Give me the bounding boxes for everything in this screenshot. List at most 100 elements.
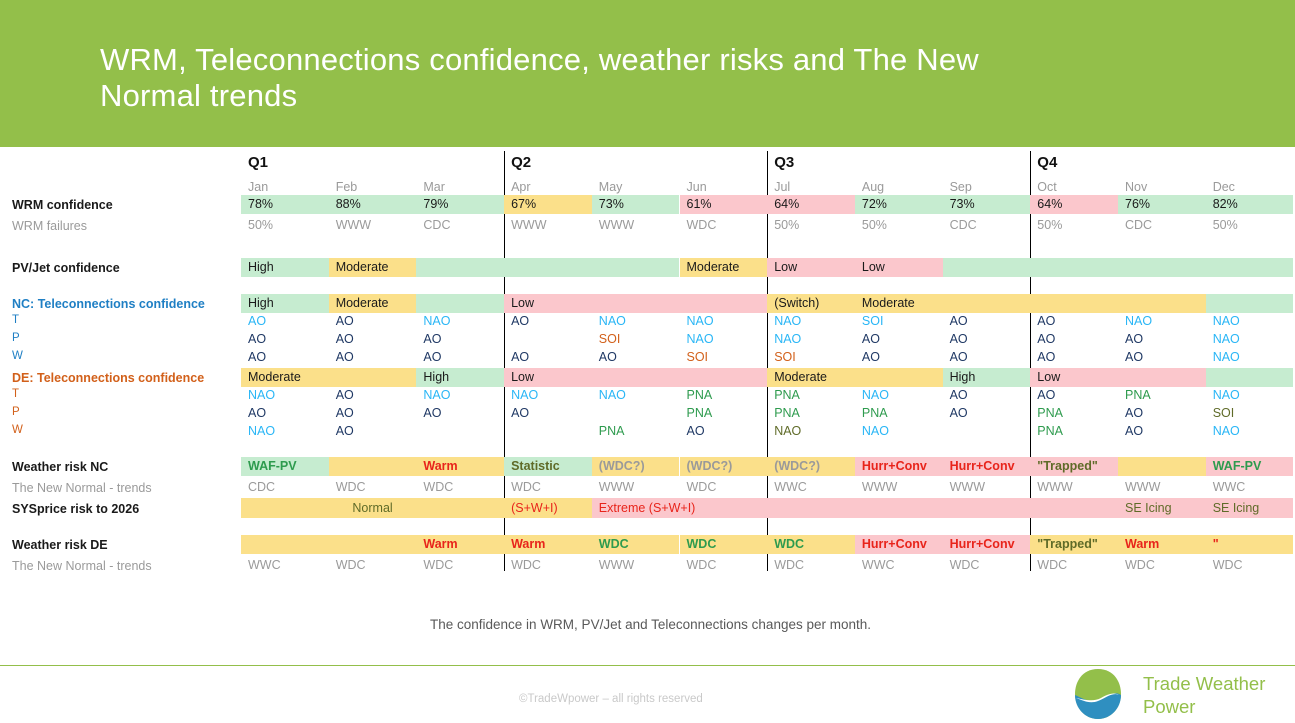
wrm-confidence-cell: 78% xyxy=(248,197,274,211)
de-t-cell: NAO xyxy=(248,388,276,402)
wrm-failures-cell: 50% xyxy=(774,218,800,232)
cell-fill xyxy=(942,195,1031,214)
cell-fill xyxy=(679,535,768,554)
de-t-cell: NAO xyxy=(511,388,539,402)
cell-fill xyxy=(504,258,680,277)
nc-w-cell: AO xyxy=(248,350,267,364)
wrm-confidence-cell: 73% xyxy=(949,197,975,211)
nc-confidence-cell: Low xyxy=(511,296,535,310)
trends-nc-cell: WWW xyxy=(1037,480,1073,494)
de-t-cell: NAO xyxy=(1212,388,1240,402)
trends-nc-cell: WWW xyxy=(1125,480,1161,494)
de-t-cell: PNA xyxy=(1125,388,1151,402)
cell-fill xyxy=(504,457,592,476)
cell-fill xyxy=(942,258,1031,277)
cell-fill xyxy=(591,535,680,554)
month-header-nov: Nov xyxy=(1125,180,1148,194)
nc-confidence-cell: (Switch) xyxy=(774,296,820,310)
nc-t-cell: NAO xyxy=(1125,314,1153,328)
nc-w-cell: AO xyxy=(598,350,617,364)
row-label-nc-w: W xyxy=(12,350,23,362)
nc-w-cell: AO xyxy=(1037,350,1056,364)
copyright-text: ©TradeWpower – all rights reserved xyxy=(519,693,703,705)
trends-nc-cell: WWW xyxy=(861,480,898,494)
wrm-confidence-cell: 79% xyxy=(423,197,449,211)
nc-t-cell: NAO xyxy=(598,314,626,328)
de-w-cell: AO xyxy=(686,424,705,438)
nc-confidence-cell: High xyxy=(248,296,274,310)
nc-p-cell: AO xyxy=(423,332,442,346)
cell-fill xyxy=(1118,457,1206,476)
trends-nc-cell: WDC xyxy=(423,480,454,494)
nc-w-cell: AO xyxy=(335,350,354,364)
cell-fill xyxy=(1205,368,1294,387)
nc-p-cell: SOI xyxy=(598,332,621,346)
cell-fill xyxy=(1205,294,1294,313)
month-header-mar: Mar xyxy=(423,180,445,194)
cell-fill xyxy=(416,457,505,476)
nc-t-cell: AO xyxy=(1037,314,1056,328)
de-t-cell: NAO xyxy=(598,388,626,402)
logo-line-2: Power xyxy=(1143,695,1196,717)
weather-risk-de-cell: WDC xyxy=(598,537,629,551)
row-label-trends-nc: The New Normal - trends xyxy=(12,481,152,495)
wrm-confidence-cell: 64% xyxy=(774,197,800,211)
quarter-header-q4: Q4 xyxy=(1037,154,1058,171)
de-confidence-cell: Moderate xyxy=(774,370,827,384)
de-w-cell: PNA xyxy=(1037,424,1063,438)
wrm-confidence-cell: 73% xyxy=(598,197,624,211)
cell-fill xyxy=(241,195,329,214)
de-confidence-cell: Moderate xyxy=(248,370,301,384)
cell-fill xyxy=(1118,535,1206,554)
nc-t-cell: NAO xyxy=(423,314,451,328)
sysprice-cell: Extreme (S+W+I) xyxy=(598,501,696,515)
cell-fill xyxy=(1030,258,1294,277)
nc-p-cell: NAO xyxy=(686,332,714,346)
de-w-cell: PNA xyxy=(598,424,625,438)
cell-fill xyxy=(504,294,768,313)
nc-w-cell: SOI xyxy=(686,350,709,364)
cell-fill xyxy=(591,195,680,214)
weather-risk-de-cell: " xyxy=(1212,537,1219,551)
cell-fill xyxy=(504,535,592,554)
de-t-cell: AO xyxy=(335,388,354,402)
wrm-confidence-cell: 82% xyxy=(1212,197,1238,211)
pv-jet-cell: High xyxy=(248,260,274,274)
nc-w-cell: NAO xyxy=(1212,350,1240,364)
confidence-matrix: Q1 Q2 Q3 Q4 Jan Feb Mar Apr May Jun Jul Aug Sep Oct No… xyxy=(0,147,1295,597)
cell-fill xyxy=(942,368,1031,387)
quarter-header-q2: Q2 xyxy=(511,154,532,171)
cell-fill xyxy=(416,368,505,387)
nc-p-cell: AO xyxy=(248,332,267,346)
de-p-cell: PNA xyxy=(861,406,888,420)
month-header-jun: Jun xyxy=(686,180,707,194)
row-label-sysprice-risk: SYSprice risk to 2026 xyxy=(12,502,140,516)
trends-de-cell: WDC xyxy=(1125,558,1155,572)
de-confidence-cell: High xyxy=(949,370,976,384)
de-p-cell: AO xyxy=(1125,406,1144,420)
trends-de-cell: WDC xyxy=(511,558,541,572)
logo-wordmark: Trade Weather Power xyxy=(1143,673,1265,718)
de-t-cell: AO xyxy=(1037,388,1056,402)
nc-w-cell: AO xyxy=(423,350,442,364)
cell-fill xyxy=(1030,498,1118,518)
trends-nc-cell: WWW xyxy=(949,480,985,494)
nc-t-cell: AO xyxy=(511,314,530,328)
cell-fill xyxy=(416,195,505,214)
title-banner: WRM, Teleconnections confidence, weather… xyxy=(0,0,1295,147)
de-confidence-cell: High xyxy=(423,370,450,384)
cell-fill xyxy=(328,294,417,313)
cell-fill xyxy=(241,294,329,313)
cell-fill xyxy=(504,195,592,214)
trends-de-cell: WDC xyxy=(774,558,805,572)
month-header-aug: Aug xyxy=(861,180,885,194)
cell-fill xyxy=(679,258,768,277)
quarter-divider-3 xyxy=(767,151,769,571)
de-w-cell: AO xyxy=(335,424,354,438)
trends-de-cell: WDC xyxy=(1212,558,1243,572)
cell-fill xyxy=(241,498,505,518)
quarter-header-q1: Q1 xyxy=(248,154,269,171)
cell-fill xyxy=(1205,457,1294,476)
trends-nc-cell: CDC xyxy=(248,480,276,494)
wrm-failures-cell: WWW xyxy=(511,218,547,232)
